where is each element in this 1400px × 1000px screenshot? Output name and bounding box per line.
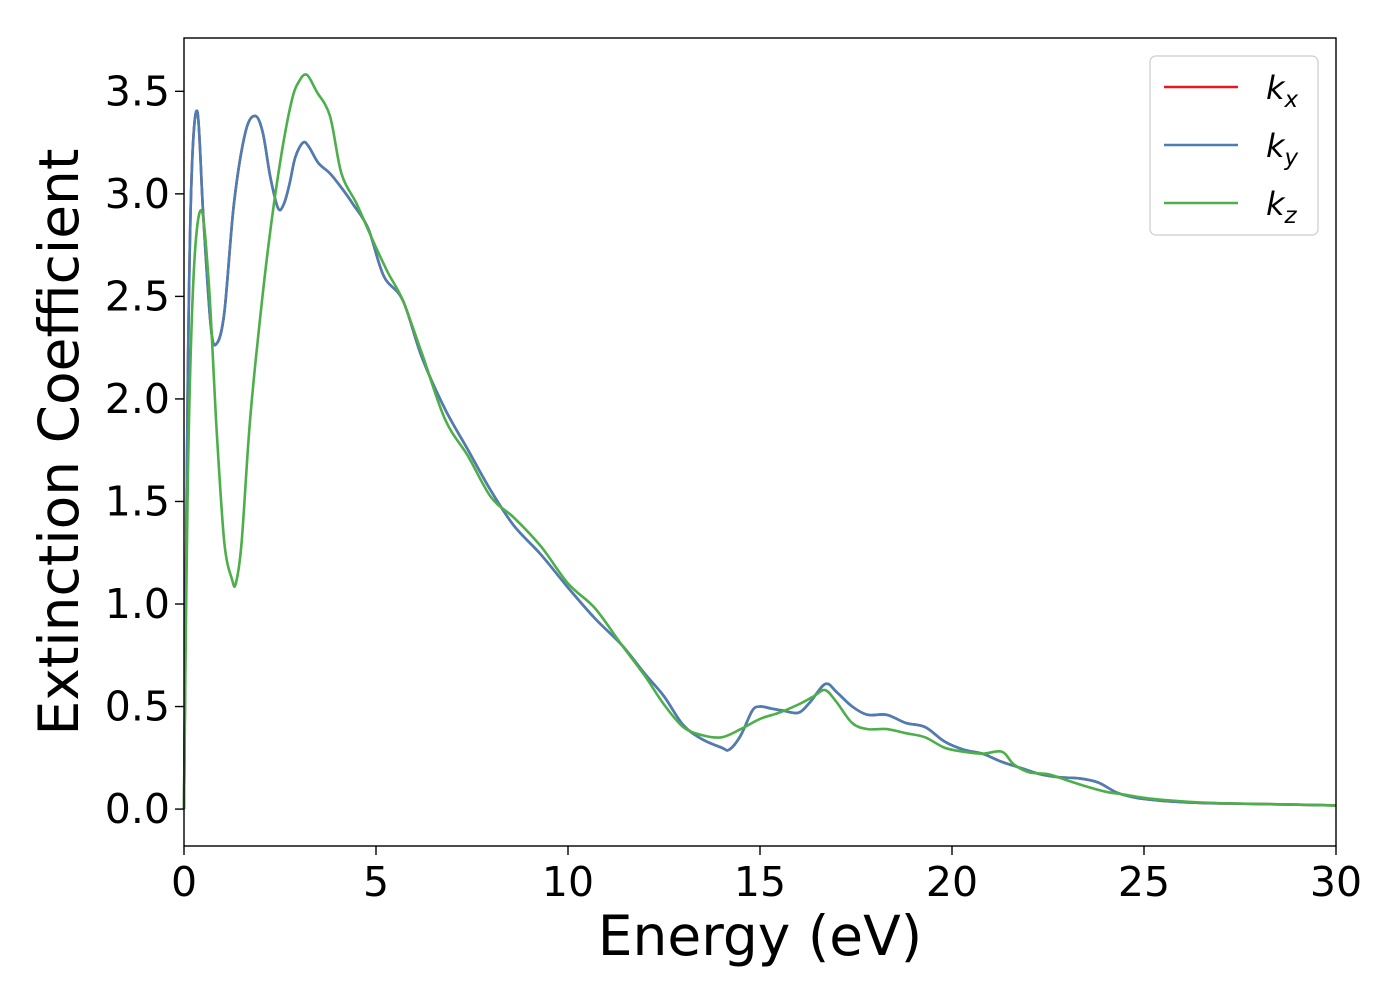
y-tick-label: 1.5: [105, 477, 170, 525]
x-axis: 0 5 10 15 20 25 30: [171, 846, 1362, 906]
series-line-z: [182, 73, 1337, 810]
x-tick-label: 0: [171, 858, 197, 906]
legend-label-z: kz: [1266, 185, 1298, 229]
y-tick-label: 0.0: [105, 785, 170, 833]
y-tick-label: 0.5: [105, 683, 170, 731]
x-tick-label: 5: [363, 858, 389, 906]
x-tick-label: 25: [1118, 858, 1170, 906]
y-axis: 0.0 0.5 1.0 1.5 2.0 2.5 3.0 3.5: [105, 67, 184, 833]
x-axis-title: Energy (eV): [598, 904, 922, 968]
x-tick-label: 10: [542, 858, 594, 906]
y-tick-label: 2.5: [105, 272, 170, 320]
y-axis-title: Extinction Coefficient: [27, 149, 91, 736]
y-tick-label: 2.0: [105, 375, 170, 423]
x-tick-label: 30: [1310, 858, 1362, 906]
x-tick-label: 15: [734, 858, 786, 906]
y-tick-label: 1.0: [105, 580, 170, 628]
legend-label-x: kx: [1266, 69, 1299, 113]
legend: kx ky kz: [1149, 55, 1319, 236]
series-layer: [182, 73, 1337, 810]
y-tick-label: 3.5: [105, 67, 170, 115]
x-tick-label: 20: [926, 858, 978, 906]
legend-label-y: ky: [1266, 127, 1299, 171]
y-tick-label: 3.0: [105, 170, 170, 218]
